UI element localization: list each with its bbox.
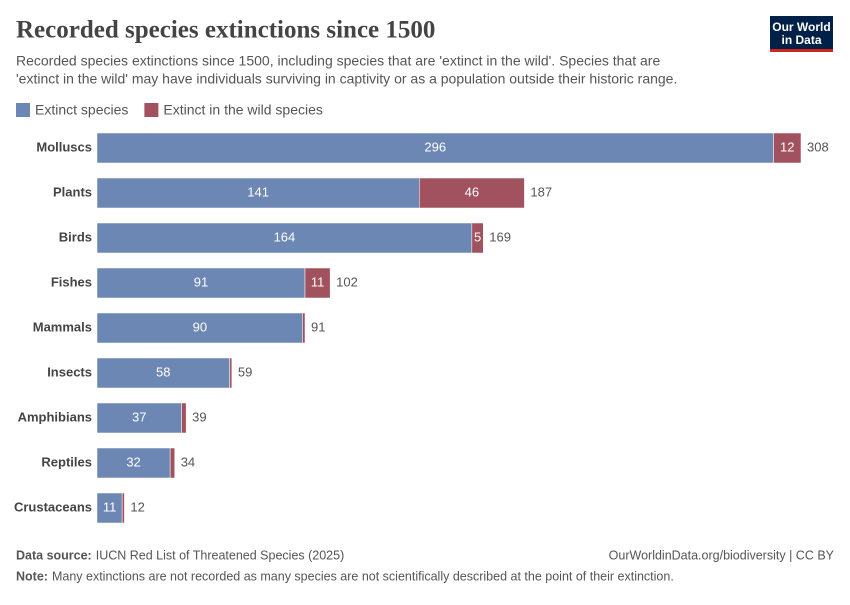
- bar-segment: [419, 177, 525, 209]
- logo-text: in Data: [781, 33, 821, 47]
- chart-title: Recorded species extinctions since 1500: [16, 17, 435, 44]
- bar-value-label: 32: [126, 454, 140, 469]
- logo-text: Our World: [772, 20, 830, 34]
- logo-box: [770, 16, 833, 52]
- bar-value-label: 90: [193, 319, 207, 334]
- total-label: 102: [336, 274, 358, 289]
- category-label: Fishes: [51, 274, 92, 289]
- category-label: Birds: [59, 229, 92, 244]
- total-label: 187: [530, 184, 552, 199]
- bar-value-label: 11: [311, 274, 325, 289]
- bar-value-label: 164: [274, 229, 296, 244]
- total-label: 91: [311, 319, 325, 334]
- bar-value-label: 12: [780, 139, 794, 154]
- note-label: Note:: [16, 569, 48, 583]
- bar-segment: [471, 222, 484, 254]
- total-label: 34: [181, 454, 195, 469]
- legend-swatch: [144, 103, 159, 117]
- bar-segment: [121, 492, 125, 524]
- bar-segment: [96, 132, 774, 164]
- bar-segment: [96, 177, 420, 209]
- bar-segment: [96, 402, 182, 434]
- category-label: Amphibians: [18, 409, 92, 424]
- bar-segment: [304, 267, 331, 299]
- bar-segment: [96, 222, 473, 254]
- bar-segment: [96, 267, 306, 299]
- bar-value-label: 296: [424, 139, 446, 154]
- source-text: IUCN Red List of Threatened Species (202…: [96, 548, 345, 562]
- bar-segment: [96, 447, 171, 479]
- total-label: 308: [807, 139, 829, 154]
- category-label: Plants: [53, 184, 92, 199]
- credit: OurWorldinData.org/biodiversity | CC BY: [609, 548, 835, 562]
- legend-label: Extinct species: [35, 102, 128, 118]
- bar-segment: [229, 357, 233, 389]
- source-label: Data source:: [16, 548, 92, 562]
- category-label: Reptiles: [41, 454, 92, 469]
- subtitle: Recorded species extinctions since 1500,…: [16, 53, 660, 69]
- bar-value-label: 58: [156, 364, 170, 379]
- logo-stripe: [770, 49, 833, 52]
- bar-segment: [773, 132, 802, 164]
- bar-segment: [169, 447, 175, 479]
- bar-value-label: 11: [103, 499, 117, 514]
- category-label: Insects: [47, 364, 92, 379]
- note-text: Many extinctions are not recorded as man…: [52, 569, 674, 583]
- bar-segment: [181, 402, 187, 434]
- bar-value-label: 91: [194, 274, 208, 289]
- legend-swatch: [16, 103, 30, 117]
- category-label: Mammals: [33, 319, 92, 334]
- total-label: 169: [489, 229, 511, 244]
- bar-value-label: 5: [474, 229, 481, 244]
- bar-value-label: 46: [465, 184, 479, 199]
- total-label: 59: [238, 364, 252, 379]
- bar-value-label: 37: [132, 409, 146, 424]
- bar-segment: [96, 312, 303, 344]
- bar-segment: [302, 312, 306, 344]
- legend-label: Extinct in the wild species: [163, 102, 323, 118]
- subtitle: 'extinct in the wild' may have individua…: [16, 71, 677, 87]
- total-label: 12: [130, 499, 144, 514]
- category-label: Crustaceans: [14, 499, 92, 514]
- bar-segment: [96, 492, 123, 524]
- total-label: 39: [192, 409, 206, 424]
- category-label: Molluscs: [36, 139, 92, 154]
- bar-segment: [96, 357, 230, 389]
- bar-value-label: 141: [247, 184, 269, 199]
